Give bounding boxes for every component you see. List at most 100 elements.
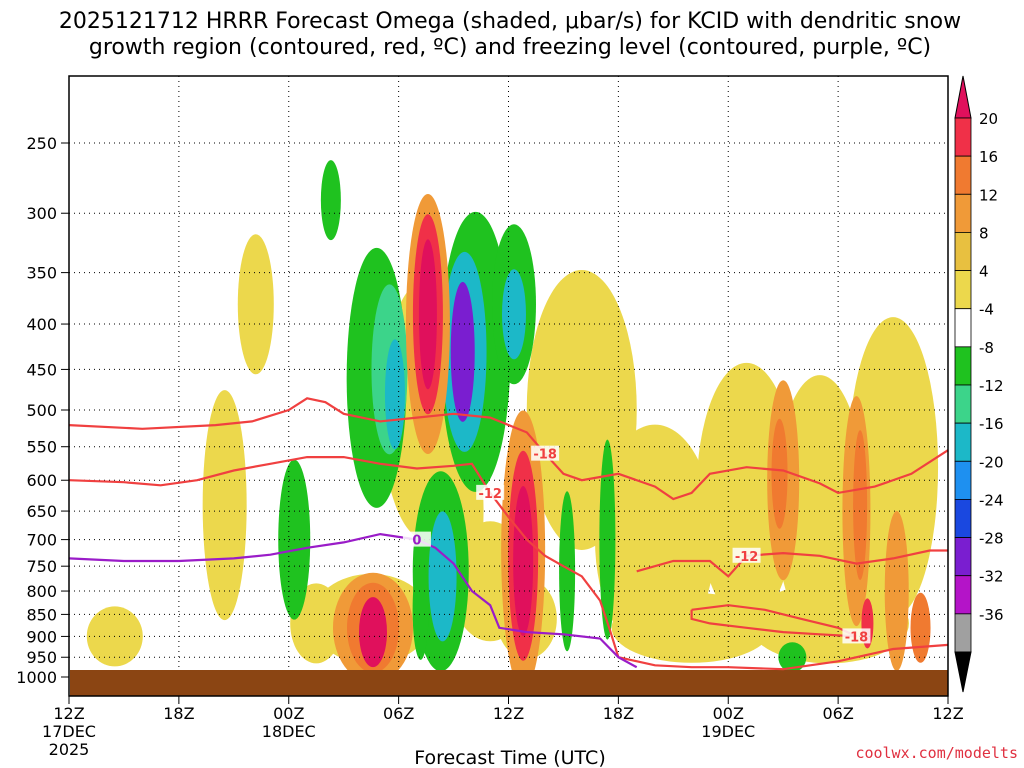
omega-negative-cell xyxy=(412,559,429,660)
contour-layer: -18 -12 -12 -18 0 xyxy=(68,397,949,671)
colorbar-swatch xyxy=(954,308,972,348)
colorbar-swatch xyxy=(954,613,972,653)
colorbar-swatch xyxy=(954,270,972,310)
contour-label: -12 xyxy=(735,550,759,565)
colorbar-label: 4 xyxy=(979,263,989,281)
contour-label: 0 xyxy=(412,534,421,549)
colorbar: 20 16 12 8 4 -4 -8 -12 -16 -20 -24 -28 -32 -36 xyxy=(954,75,1004,693)
contour-freezing-level xyxy=(68,532,638,669)
y-tick-label: 550 xyxy=(26,438,57,457)
colorbar-swatch xyxy=(954,537,972,577)
omega-negative-cell xyxy=(320,160,341,241)
x-tick-label: 12Z xyxy=(932,704,963,723)
y-tick-label: 700 xyxy=(26,531,57,550)
colorbar-swatch xyxy=(954,117,972,157)
colorbar-label: 12 xyxy=(979,186,998,204)
x-tick-label: 12Z xyxy=(53,704,84,723)
contour-dgz-minus18 xyxy=(68,397,949,501)
contour-label: -12 xyxy=(478,487,502,502)
omega-bg-cell xyxy=(611,592,772,663)
x-tick-label: 00Z xyxy=(713,704,744,723)
colorbar-label: -36 xyxy=(979,606,1004,624)
colorbar-label: -4 xyxy=(979,301,994,319)
omega-bg-cell xyxy=(202,390,247,621)
colorbar-bottom-arrow xyxy=(954,651,972,693)
x-tick-label: 18Z xyxy=(163,704,194,723)
omega-positive-cell xyxy=(358,597,387,668)
omega-bg-cell xyxy=(237,234,274,375)
contour-label: -18 xyxy=(845,630,869,645)
colorbar-label: -32 xyxy=(979,568,1004,586)
colorbar-swatch xyxy=(954,155,972,195)
chart-title-line1: 2025121712 HRRR Forecast Omega (shaded, … xyxy=(59,9,961,34)
contour-dgz-minus12b xyxy=(636,549,948,578)
credit-text: coolwx.com/modelts xyxy=(855,744,1018,762)
colorbar-label: 16 xyxy=(979,148,998,166)
contour-dgz-minus12 xyxy=(68,456,949,671)
omega-negative-cell xyxy=(501,269,526,360)
omega-positive-cell xyxy=(884,511,909,672)
contour-label-bg xyxy=(732,547,761,563)
omega-negative-cell xyxy=(778,642,807,673)
x-tick-label: 12Z xyxy=(493,704,524,723)
omega-negative-cell xyxy=(599,439,616,640)
y-tick-label: 750 xyxy=(26,557,57,576)
colorbar-swatch xyxy=(954,422,972,462)
x-date-label: 18DEC xyxy=(262,722,316,741)
contour-label-bg xyxy=(476,484,505,500)
colorbar-swatch xyxy=(954,346,972,386)
omega-shading-layer xyxy=(86,160,939,691)
y-tick-label: 1000 xyxy=(16,668,57,687)
colorbar-label: 20 xyxy=(979,110,998,128)
chart-title-line2: growth region (contoured, red, ºC) and f… xyxy=(89,35,931,60)
colorbar-swatch xyxy=(954,575,972,615)
contour-label-bg xyxy=(402,531,431,547)
colorbar-label: -24 xyxy=(979,491,1004,509)
omega-negative-cell xyxy=(450,281,475,422)
x-tick-label: 06Z xyxy=(822,704,853,723)
ground-layer xyxy=(70,670,948,696)
colorbar-label: -12 xyxy=(979,377,1004,395)
omega-negative-cell xyxy=(384,339,405,450)
omega-positive-cell xyxy=(853,430,868,581)
x-tick-label: 00Z xyxy=(273,704,304,723)
y-tick-label: 250 xyxy=(26,134,57,153)
omega-negative-cell xyxy=(559,491,576,652)
omega-positive-cell xyxy=(513,486,534,637)
contour-label: -18 xyxy=(533,448,557,463)
omega-negative-cell xyxy=(428,511,457,642)
x-year-label: 2025 xyxy=(49,740,90,759)
y-tick-label: 300 xyxy=(26,204,57,223)
omega-positive-cell xyxy=(910,592,931,663)
contour-label-bg xyxy=(531,445,560,461)
x-tick-label: 18Z xyxy=(603,704,634,723)
y-tick-label: 650 xyxy=(26,502,57,521)
y-tick-label: 950 xyxy=(26,648,57,667)
colorbar-swatch xyxy=(954,499,972,538)
colorbar-swatch xyxy=(954,232,972,271)
colorbar-label: -20 xyxy=(979,453,1004,471)
y-tick-label: 450 xyxy=(26,360,57,379)
x-axis-label: Forecast Time (UTC) xyxy=(414,747,605,768)
y-tick-label: 900 xyxy=(26,627,57,646)
colorbar-label: -28 xyxy=(979,530,1004,548)
y-tick-label: 350 xyxy=(26,264,57,283)
colorbar-top-arrow xyxy=(954,75,972,119)
y-axis: 250 300 350 400 450 500 550 600 650 700 750 800 850 9… xyxy=(16,134,69,687)
colorbar-label: 8 xyxy=(979,224,989,242)
colorbar-label: -8 xyxy=(979,339,994,357)
omega-positive-cell xyxy=(771,418,788,529)
x-tick-label: 06Z xyxy=(383,704,414,723)
y-tick-label: 400 xyxy=(26,315,57,334)
omega-positive-cell xyxy=(418,239,437,390)
y-tick-label: 500 xyxy=(26,401,57,420)
grid-lines xyxy=(69,76,948,670)
colorbar-swatch xyxy=(954,460,972,500)
colorbar-label: -16 xyxy=(979,415,1004,433)
omega-bg-cell xyxy=(848,317,939,618)
y-tick-label: 600 xyxy=(26,471,57,490)
colorbar-swatch xyxy=(954,384,972,424)
x-date-label: 17DEC xyxy=(42,722,96,741)
colorbar-swatch xyxy=(954,193,972,233)
